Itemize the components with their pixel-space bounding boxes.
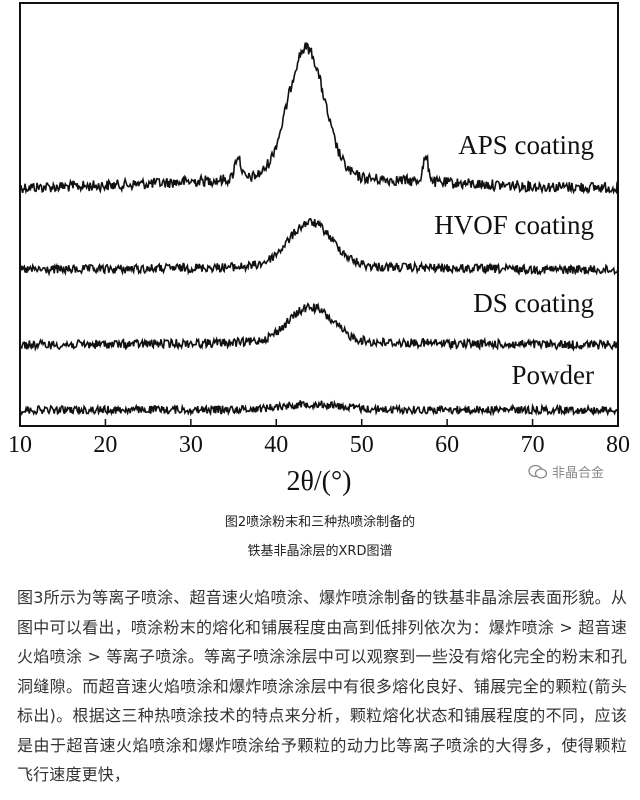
series-label-powder: Powder bbox=[512, 360, 595, 390]
x-tick-label-80: 80 bbox=[606, 432, 630, 458]
x-axis-ticks: 10 20 30 40 50 60 70 80 bbox=[8, 419, 630, 458]
series-line-powder bbox=[19, 399, 619, 417]
x-tick-label-50: 50 bbox=[350, 432, 374, 458]
series-line-aps-coating bbox=[19, 42, 619, 195]
x-tick-label-30: 30 bbox=[179, 432, 203, 458]
series-label-aps: APS coating bbox=[458, 130, 594, 160]
watermark: 非晶合金 bbox=[528, 462, 604, 481]
wechat-icon bbox=[528, 464, 548, 479]
x-tick-label-10: 10 bbox=[8, 432, 32, 458]
x-tick-label-40: 40 bbox=[264, 432, 288, 458]
xrd-chart: 10 20 30 40 50 60 70 80 APS coating HVOF coatin… bbox=[8, 2, 630, 497]
series-line-hvof-coating bbox=[19, 217, 619, 277]
figure-caption-line1: 图2喷涂粉末和三种热喷涂制备的 bbox=[224, 515, 416, 530]
x-tick-label-20: 20 bbox=[93, 432, 117, 458]
series-line-ds-coating bbox=[19, 302, 619, 352]
series-layer bbox=[19, 42, 619, 417]
body-paragraph: 图3所示为等离子喷涂、超音速火焰喷涂、爆炸喷涂制备的铁基非晶涂层表面形貌。从图中… bbox=[17, 588, 627, 784]
x-tick-label-70: 70 bbox=[521, 432, 545, 458]
figure-caption-line2: 铁基非晶涂层的XRD图谱 bbox=[247, 544, 393, 559]
watermark-text: 非晶合金 bbox=[552, 466, 605, 481]
series-label-ds: DS coating bbox=[473, 288, 594, 318]
x-tick-label-60: 60 bbox=[435, 432, 459, 458]
plot-frame bbox=[19, 2, 619, 427]
x-axis-title: 2θ/(°) bbox=[286, 466, 351, 497]
series-label-hvof: HVOF coating bbox=[434, 210, 594, 240]
